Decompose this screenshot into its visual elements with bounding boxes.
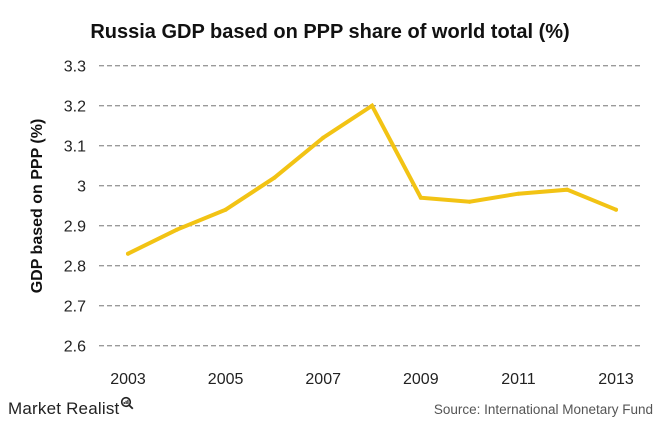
brand-logo: Market Realist xyxy=(8,396,134,419)
y-tick-label: 2.8 xyxy=(64,259,86,276)
data-point xyxy=(126,251,130,256)
x-tick-label: 2005 xyxy=(208,371,244,388)
y-tick-label: 3.2 xyxy=(64,99,86,116)
data-point xyxy=(174,227,179,232)
series-line xyxy=(126,102,618,256)
y-axis-label: GDP based on PPP (%) xyxy=(29,119,46,294)
y-tick-label: 2.9 xyxy=(64,219,86,236)
data-point xyxy=(272,175,277,180)
chart-title: Russia GDP based on PPP share of world t… xyxy=(90,21,569,43)
y-tick-label: 2.7 xyxy=(64,299,86,316)
data-point xyxy=(516,191,521,196)
x-tick-label: 2007 xyxy=(305,371,341,388)
x-axis-ticks: 2003 2005 2007 2009 2011 2013 xyxy=(110,371,634,388)
source-note: Source: International Monetary Fund xyxy=(433,402,653,417)
y-axis-ticks: 2.6 2.7 2.8 2.9 3 3.1 3.2 3.3 xyxy=(64,59,86,356)
data-point xyxy=(614,207,618,212)
brand-name: Market Realist xyxy=(8,399,120,418)
series-layer xyxy=(126,102,618,256)
y-tick-label: 3.1 xyxy=(64,139,86,156)
x-tick-label: 2009 xyxy=(403,371,439,388)
data-point xyxy=(467,199,472,204)
data-point xyxy=(418,195,423,200)
x-tick-label: 2011 xyxy=(501,371,536,388)
data-point xyxy=(565,187,570,192)
x-tick-label: 2003 xyxy=(110,371,146,388)
magnifier-chart-icon xyxy=(120,395,134,415)
y-tick-label: 2.6 xyxy=(64,339,86,356)
data-point xyxy=(223,207,228,212)
data-point xyxy=(370,103,374,108)
y-tick-label: 3 xyxy=(77,179,86,196)
y-tick-label: 3.3 xyxy=(64,59,86,76)
x-tick-label: 2013 xyxy=(598,371,634,388)
data-point xyxy=(321,135,326,140)
